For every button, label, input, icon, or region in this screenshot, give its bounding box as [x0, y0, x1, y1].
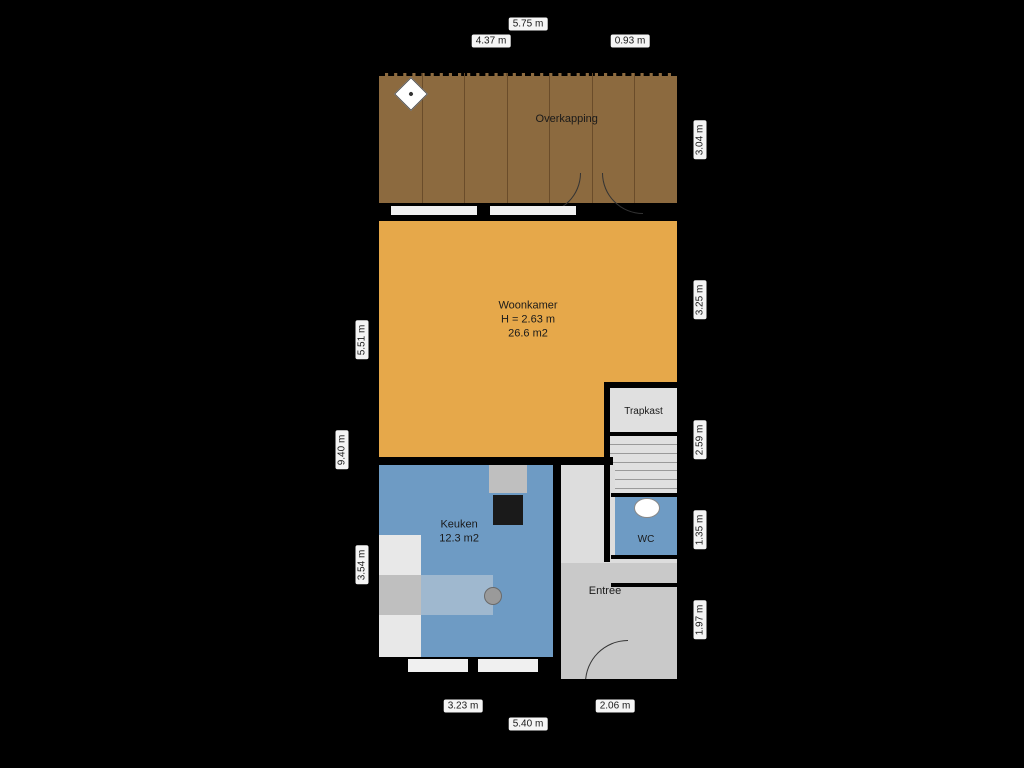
window-strip — [478, 659, 538, 672]
wall — [604, 382, 610, 562]
dimension-label: 1.97 m — [694, 601, 707, 640]
label-wc: WC — [638, 534, 655, 547]
counter-block — [379, 575, 421, 615]
counter-block — [379, 535, 421, 575]
wall — [373, 215, 379, 685]
wall — [611, 493, 681, 497]
wall — [611, 555, 681, 559]
counter-block — [421, 575, 493, 615]
wall — [604, 432, 683, 436]
dimension-label: 2.59 m — [694, 421, 707, 460]
wall — [611, 583, 681, 587]
label-trapkast: Trapkast — [624, 405, 663, 418]
window-strip — [408, 659, 468, 672]
label-keuken-area: 12.3 m2 — [439, 532, 479, 546]
dimension-label: 5.75 m — [509, 18, 548, 31]
label-keuken: Keuken 12.3 m2 — [439, 518, 479, 546]
plank-line — [464, 73, 465, 203]
dimension-label: 9.40 m — [336, 431, 349, 470]
sink-icon — [484, 587, 502, 605]
wall — [677, 215, 683, 685]
wall — [373, 215, 683, 221]
dimension-label: 1.35 m — [694, 511, 707, 550]
floorplan-stage: Overkapping Woonkamer H = 2.63 m 26.6 m2… — [0, 0, 1024, 768]
dimension-label: 3.25 m — [694, 281, 707, 320]
dimension-label: 3.54 m — [356, 546, 369, 585]
door-arc — [602, 173, 643, 214]
counter-block — [493, 495, 523, 525]
wall — [373, 679, 683, 685]
plank-line — [592, 73, 593, 203]
dimension-label: 3.04 m — [694, 121, 707, 160]
toilet-icon — [634, 498, 660, 518]
plank-line — [507, 73, 508, 203]
dimension-label: 3.23 m — [444, 700, 483, 713]
wall — [373, 457, 613, 465]
dimension-label: 0.93 m — [611, 35, 650, 48]
wall — [604, 382, 683, 388]
wall — [553, 457, 561, 685]
dimension-label: 4.37 m — [472, 35, 511, 48]
stairwell — [610, 435, 677, 497]
counter-block — [379, 615, 421, 657]
label-woonkamer-name: Woonkamer — [498, 299, 557, 313]
dimension-label: 5.40 m — [509, 718, 548, 731]
dimension-label: 2.06 m — [596, 700, 635, 713]
label-entree: Entree — [589, 585, 621, 599]
label-woonkamer-height: H = 2.63 m — [498, 313, 557, 327]
label-woonkamer-area: 26.6 m2 — [498, 327, 557, 341]
dimension-label: 5.51 m — [356, 321, 369, 360]
label-keuken-name: Keuken — [439, 518, 479, 532]
counter-block — [489, 465, 527, 493]
label-overkapping: Overkapping — [536, 113, 598, 127]
label-woonkamer: Woonkamer H = 2.63 m 26.6 m2 — [498, 299, 557, 340]
